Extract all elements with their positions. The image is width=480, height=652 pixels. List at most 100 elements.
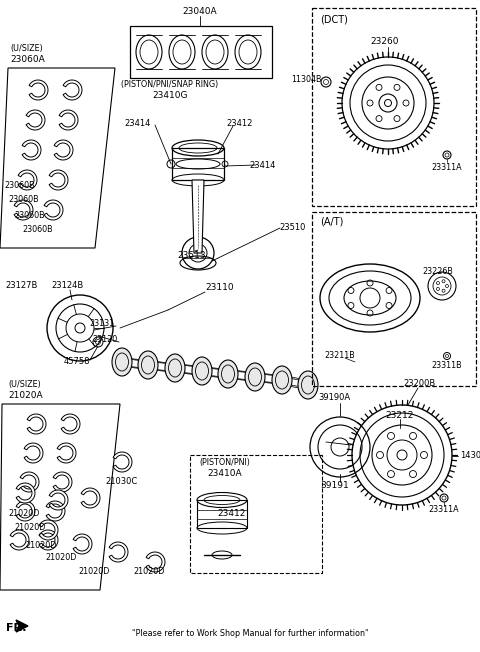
Polygon shape [53,472,72,492]
Polygon shape [118,358,152,361]
Bar [172,148,224,180]
Polygon shape [144,369,179,372]
Polygon shape [18,170,37,190]
Text: 23131: 23131 [90,319,115,329]
Text: 23124B: 23124B [52,280,84,289]
Text: 21020A: 21020A [8,391,43,400]
Text: 21020D: 21020D [25,541,56,550]
Polygon shape [16,620,28,632]
Bar [197,500,247,528]
Polygon shape [192,180,204,253]
Text: 23200B: 23200B [404,379,436,387]
Text: 21020D: 21020D [133,567,164,576]
Text: 23110: 23110 [206,284,234,293]
Ellipse shape [298,371,318,399]
Text: (DCT): (DCT) [320,14,348,24]
Text: 39191: 39191 [321,481,349,490]
Text: 23513: 23513 [178,250,206,259]
Polygon shape [16,501,35,521]
Polygon shape [59,110,78,130]
Polygon shape [144,361,179,364]
Text: 21030C: 21030C [106,477,138,486]
Text: 21020D: 21020D [14,524,46,533]
Polygon shape [46,501,65,521]
Ellipse shape [165,354,185,382]
Text: 23510: 23510 [280,224,306,233]
Text: 23311B: 23311B [432,361,462,370]
Ellipse shape [245,363,265,391]
Bar [312,8,476,206]
Polygon shape [198,375,232,378]
Polygon shape [10,530,29,550]
Polygon shape [251,373,286,376]
Polygon shape [171,364,206,367]
Polygon shape [57,443,76,463]
Bar [190,455,322,573]
Polygon shape [224,378,259,381]
Polygon shape [29,80,48,100]
Text: 23212: 23212 [386,411,414,419]
Polygon shape [198,367,232,370]
Text: 23311A: 23311A [429,505,459,514]
Text: 45758: 45758 [63,357,90,366]
Ellipse shape [138,351,158,379]
Text: 23120: 23120 [93,336,118,344]
Text: 23127B: 23127B [6,280,38,289]
Polygon shape [27,414,46,434]
Text: 23060B: 23060B [4,181,35,190]
Ellipse shape [218,360,238,388]
Polygon shape [54,140,73,160]
Text: 23040A: 23040A [183,8,217,16]
Text: (U/SIZE): (U/SIZE) [8,381,41,389]
Polygon shape [118,366,152,369]
Polygon shape [49,170,68,190]
Polygon shape [224,370,259,373]
Polygon shape [49,490,68,510]
Text: 23412: 23412 [227,119,253,128]
Text: 23211B: 23211B [324,351,355,359]
Polygon shape [63,80,82,100]
Polygon shape [278,384,312,389]
Text: "Please refer to Work Shop Manual for further information": "Please refer to Work Shop Manual for fu… [132,629,368,638]
Polygon shape [81,488,100,508]
Polygon shape [39,520,58,540]
Polygon shape [14,200,33,220]
Polygon shape [171,372,206,375]
Polygon shape [113,452,132,472]
Polygon shape [20,472,39,492]
Text: 23226B: 23226B [422,267,454,276]
Polygon shape [251,381,286,384]
Bar [312,212,476,386]
Polygon shape [24,443,43,463]
Ellipse shape [272,366,292,394]
Text: 39190A: 39190A [318,394,350,402]
Polygon shape [39,530,58,550]
Text: (U/SIZE): (U/SIZE) [10,44,43,53]
Text: 23414: 23414 [125,119,151,128]
Text: FR.: FR. [6,623,26,633]
Polygon shape [146,552,165,572]
Text: 23260: 23260 [371,38,399,46]
Text: 23410A: 23410A [208,469,242,477]
Text: 23060B: 23060B [22,226,53,235]
Ellipse shape [112,348,132,376]
Text: 23311A: 23311A [432,162,462,171]
Polygon shape [16,483,35,503]
Polygon shape [44,200,63,220]
Text: 21020D: 21020D [78,567,109,576]
Text: 23060B: 23060B [8,196,38,205]
Polygon shape [61,414,80,434]
Text: (PISTON/PNI/SNAP RING): (PISTON/PNI/SNAP RING) [121,80,218,89]
Text: (PISTON/PNI): (PISTON/PNI) [200,458,251,467]
Bar [130,26,272,78]
Polygon shape [73,534,92,554]
Text: (A/T): (A/T) [320,217,343,227]
Text: 23410G: 23410G [152,91,188,100]
Text: 11304B: 11304B [291,76,322,85]
Text: 23060B: 23060B [14,211,45,220]
Text: 23412: 23412 [218,509,246,518]
Ellipse shape [192,357,212,385]
Text: 23414: 23414 [250,160,276,170]
Text: 21020D: 21020D [45,554,76,563]
Polygon shape [22,140,41,160]
